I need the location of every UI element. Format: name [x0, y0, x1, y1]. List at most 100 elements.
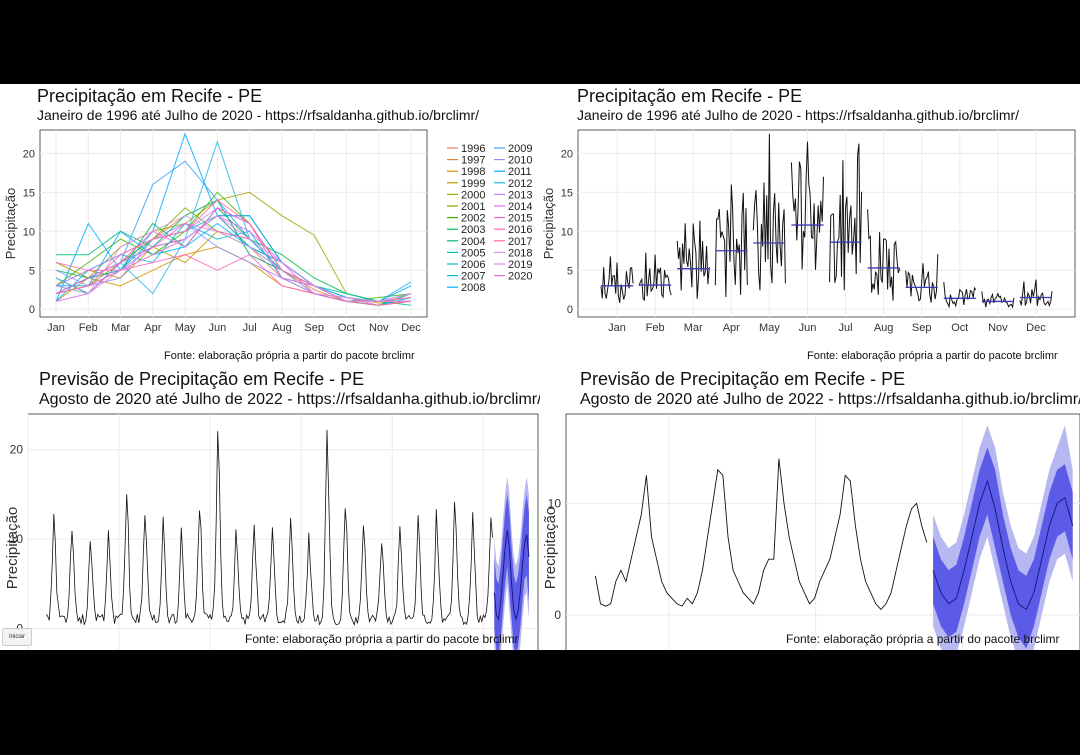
x-tick-label: Jan	[47, 322, 65, 334]
series-line	[55, 215, 412, 306]
x-tick-label: Nov	[369, 322, 389, 334]
x-tick-label: Nov	[988, 322, 1008, 334]
chart-monthly-series: 0 5 10 15 20 Jan Feb Mar Apr May Jun Jul Aug Sep Oct No…	[541, 129, 1076, 334]
x-tick-label: Jan	[608, 322, 626, 334]
series-line	[55, 215, 411, 302]
y-axis-label: Precipitação	[541, 188, 556, 260]
x-tick-label: Feb	[646, 322, 665, 334]
chart-forecast-zoom: 010201720192021Precipitação	[542, 413, 1080, 650]
series-line	[55, 191, 412, 302]
month-series-line	[905, 254, 939, 303]
chart-caption: Fonte: elaboração própria a partir do pa…	[807, 350, 1058, 362]
series-line	[55, 215, 412, 302]
chart-forecast-full: 01020199520002005201020152020Precipitaçã…	[4, 413, 539, 650]
chart-title: Precipitação em Recife - PE	[37, 86, 263, 106]
legend-label: 2006	[461, 259, 485, 271]
y-axis-label: Precipitação	[4, 507, 21, 590]
y-tick-label: 15	[561, 187, 573, 199]
chart-caption: Fonte: elaboração própria a partir do pa…	[164, 350, 415, 362]
forecast-mean-line	[932, 479, 1074, 611]
legend-label: 2020	[508, 271, 532, 283]
x-tick-label: Dec	[1026, 322, 1046, 334]
forecast-band-80	[494, 494, 529, 650]
history-line	[594, 458, 928, 611]
x-tick-label: Apr	[723, 322, 740, 334]
series-line	[55, 199, 412, 306]
screen: Precipitação em Recife - PE Janeiro de 1…	[0, 84, 1080, 650]
y-tick-label: 0	[567, 304, 573, 316]
chart-subtitle: Janeiro de 1996 até Julho de 2020 - http…	[577, 107, 1020, 123]
month-series-line	[943, 282, 977, 309]
x-tick-label: Jul	[839, 322, 853, 334]
y-tick-label: 5	[567, 265, 573, 277]
month-series-line	[1019, 279, 1053, 308]
month-series-line	[600, 256, 634, 303]
legend-label: 2014	[508, 201, 532, 213]
y-tick-label: 10	[548, 496, 562, 510]
legend-label: 2018	[508, 247, 532, 259]
chart-panel-seasonal-by-year: Precipitação em Recife - PE Janeiro de 1…	[0, 84, 540, 367]
month-series-line	[676, 220, 710, 299]
series-line	[55, 222, 250, 295]
x-tick-label: Dec	[401, 322, 421, 334]
x-tick-label: Aug	[874, 322, 894, 334]
y-tick-label: 10	[23, 226, 35, 238]
legend-label: 2017	[508, 236, 532, 248]
legend-label: 1999	[461, 178, 485, 190]
history-line	[45, 429, 493, 627]
x-tick-label: Oct	[338, 322, 355, 334]
y-tick-label: 0	[29, 304, 35, 316]
y-tick-label: 10	[561, 226, 573, 238]
plot-area	[577, 129, 1076, 318]
start-button[interactable]: Iniciar	[2, 628, 32, 646]
y-axis-label: Precipitação	[3, 188, 18, 260]
legend-label: 1997	[461, 155, 485, 167]
legend-label: 2019	[508, 259, 532, 271]
chart-panel-monthly-series: Precipitação em Recife - PE Janeiro de 1…	[540, 84, 1080, 367]
month-series-line	[638, 252, 672, 302]
chart-panel-forecast-full: Previsão de Precipitação em Recife - PE …	[0, 367, 540, 650]
y-tick-label: 15	[23, 187, 35, 199]
month-series-line	[790, 141, 824, 270]
x-tick-label: Jun	[799, 322, 817, 334]
month-series-line	[829, 143, 863, 291]
x-tick-label: Mar	[111, 322, 130, 334]
y-tick-label: 10	[10, 532, 24, 546]
y-tick-label: 20	[10, 443, 24, 457]
month-series-line	[981, 291, 1015, 309]
legend-label: 2009	[508, 143, 532, 155]
x-tick-label: May	[175, 322, 196, 334]
legend-label: 2008	[461, 282, 485, 294]
legend-label: 2003	[461, 224, 485, 236]
legend-label: 2000	[461, 189, 485, 201]
y-tick-label: 5	[29, 265, 35, 277]
legend-label: 2004	[461, 236, 485, 248]
x-tick-label: Apr	[144, 322, 161, 334]
legend-label: 2016	[508, 224, 532, 236]
x-tick-label: Sep	[912, 322, 932, 334]
month-series-line	[867, 209, 901, 301]
legend-label: 2011	[508, 166, 532, 178]
chart-caption: Fonte: elaboração própria a partir do pa…	[786, 632, 1060, 646]
legend-label: 2015	[508, 213, 532, 225]
y-tick-label: 20	[561, 148, 573, 160]
chart-panel-forecast-zoom: Previsão de Precipitação em Recife - PE …	[540, 367, 1080, 650]
chart-title: Precipitação em Recife - PE	[577, 86, 803, 106]
x-tick-label: Oct	[951, 322, 968, 334]
legend-label: 2012	[508, 178, 532, 190]
chart-title: Previsão de Precipitação em Recife - PE	[580, 369, 906, 389]
chart-caption: Fonte: elaboração própria a partir do pa…	[245, 632, 519, 646]
month-series-line	[714, 184, 748, 298]
chart-subtitle: Agosto de 2020 até Julho de 2022 - https…	[580, 391, 1080, 408]
y-tick-label: 20	[23, 148, 35, 160]
x-tick-label: Jun	[208, 322, 226, 334]
x-tick-label: Aug	[272, 322, 292, 334]
legend-label: 2007	[461, 271, 485, 283]
chart-subtitle: Agosto de 2020 até Julho de 2022 - https…	[39, 391, 540, 408]
y-tick-label: 0	[554, 608, 561, 622]
legend-label: 2002	[461, 213, 485, 225]
month-series-line	[752, 133, 786, 291]
legend-label: 2005	[461, 247, 485, 259]
chart-seasonal-by-year: 0 5 10 15 20 Jan Feb Mar Apr May Jun Jul Aug Sep Oct No…	[3, 129, 532, 334]
y-axis-label: Precipitação	[542, 507, 559, 590]
